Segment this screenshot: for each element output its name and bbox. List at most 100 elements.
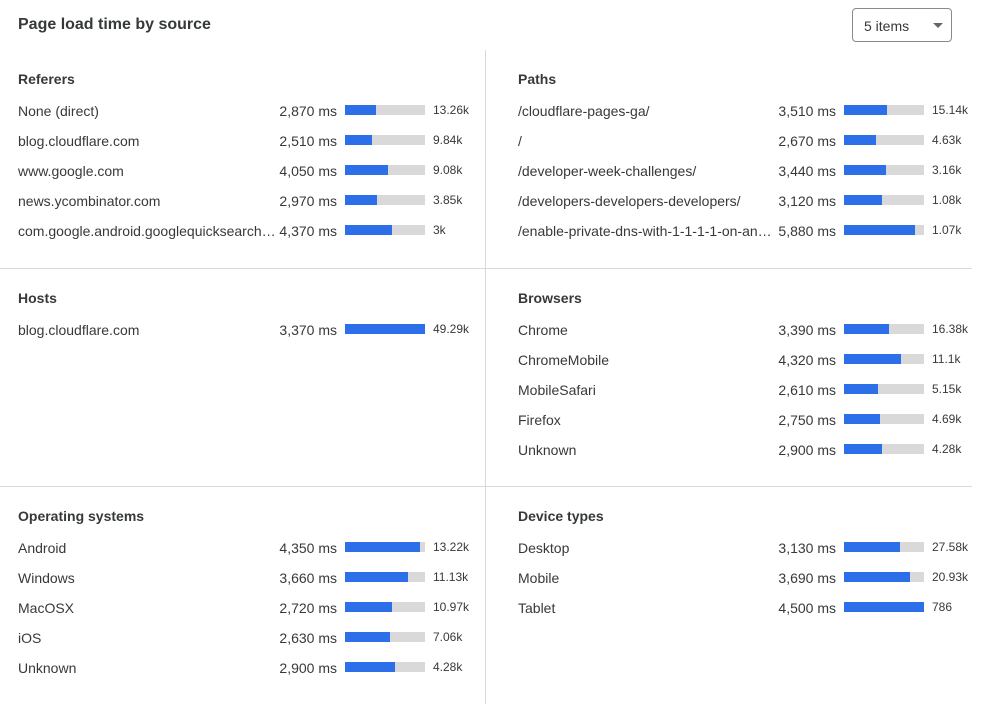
item-bar-fill bbox=[844, 195, 883, 205]
list-item[interactable]: blog.cloudflare.com 2,510 ms 9.84k bbox=[18, 131, 485, 161]
item-load-time: 2,970 ms bbox=[279, 193, 337, 209]
item-count: 1.07k bbox=[932, 223, 962, 237]
item-name: MacOSX bbox=[18, 600, 75, 616]
item-bar bbox=[844, 165, 924, 175]
item-bar-fill bbox=[844, 225, 916, 235]
list-item[interactable]: Chrome 3,390 ms 16.38k bbox=[518, 320, 972, 350]
list-item[interactable]: /developers-developers-developers/ 3,120… bbox=[518, 191, 972, 221]
item-bar bbox=[844, 324, 924, 334]
item-load-time: 4,050 ms bbox=[279, 163, 337, 179]
item-name: blog.cloudflare.com bbox=[18, 133, 140, 149]
item-bar-fill bbox=[844, 572, 910, 582]
panel-rows: Android 4,350 ms 13.22k Windows 3,660 ms… bbox=[18, 538, 485, 688]
item-name: www.google.com bbox=[18, 163, 124, 179]
item-name: com.google.android.googlequicksearchbox bbox=[18, 223, 276, 239]
list-item[interactable]: Unknown 2,900 ms 4.28k bbox=[518, 440, 972, 470]
panel-operating-systems: Operating systems Android 4,350 ms 13.22… bbox=[0, 486, 486, 704]
item-count: 15.14k bbox=[932, 103, 969, 117]
item-count: 7.06k bbox=[433, 630, 463, 644]
item-count: 16.38k bbox=[932, 322, 969, 336]
item-name: Android bbox=[18, 540, 67, 556]
list-item[interactable]: MobileSafari 2,610 ms 5.15k bbox=[518, 380, 972, 410]
item-bar bbox=[844, 354, 924, 364]
item-bar-fill bbox=[844, 602, 924, 612]
item-bar bbox=[844, 444, 924, 454]
list-item[interactable]: www.google.com 4,050 ms 9.08k bbox=[18, 161, 485, 191]
panel-device-types: Device types Desktop 3,130 ms 27.58k Mob… bbox=[486, 486, 972, 704]
panel-title: Hosts bbox=[18, 290, 57, 306]
item-count: 786 bbox=[932, 600, 953, 614]
list-item[interactable]: /developer-week-challenges/ 3,440 ms 3.1… bbox=[518, 161, 972, 191]
list-item[interactable]: iOS 2,630 ms 7.06k bbox=[18, 628, 485, 658]
list-item[interactable]: ChromeMobile 4,320 ms 11.1k bbox=[518, 350, 972, 380]
panel-rows: None (direct) 2,870 ms 13.26k blog.cloud… bbox=[18, 101, 485, 251]
item-load-time: 2,750 ms bbox=[778, 412, 836, 428]
item-load-time: 3,510 ms bbox=[778, 103, 836, 119]
item-count: 20.93k bbox=[932, 570, 969, 584]
item-bar-fill bbox=[345, 165, 389, 175]
item-bar-fill bbox=[345, 632, 390, 642]
item-count: 27.58k bbox=[932, 540, 969, 554]
item-bar-fill bbox=[844, 384, 879, 394]
item-count: 5.15k bbox=[932, 382, 962, 396]
item-count: 9.84k bbox=[433, 133, 463, 147]
item-load-time: 3,120 ms bbox=[778, 193, 836, 209]
item-load-time: 3,390 ms bbox=[778, 322, 836, 338]
panel-title: Referers bbox=[18, 71, 75, 87]
item-bar bbox=[345, 105, 425, 115]
item-bar-fill bbox=[345, 542, 421, 552]
panel-title: Device types bbox=[518, 508, 604, 524]
item-count: 11.13k bbox=[433, 570, 469, 584]
item-load-time: 3,690 ms bbox=[778, 570, 836, 586]
item-name: blog.cloudflare.com bbox=[18, 322, 140, 338]
panel-paths: Paths /cloudflare-pages-ga/ 3,510 ms 15.… bbox=[486, 50, 972, 268]
item-load-time: 4,350 ms bbox=[279, 540, 337, 556]
item-load-time: 4,320 ms bbox=[778, 352, 836, 368]
list-item[interactable]: None (direct) 2,870 ms 13.26k bbox=[18, 101, 485, 131]
list-item[interactable]: Firefox 2,750 ms 4.69k bbox=[518, 410, 972, 440]
list-item[interactable]: blog.cloudflare.com 3,370 ms 49.29k bbox=[18, 320, 485, 350]
list-item[interactable]: / 2,670 ms 4.63k bbox=[518, 131, 972, 161]
panel-title: Browsers bbox=[518, 290, 582, 306]
item-load-time: 2,900 ms bbox=[778, 442, 836, 458]
item-name: iOS bbox=[18, 630, 42, 646]
item-bar-fill bbox=[844, 324, 889, 334]
list-item[interactable]: Mobile 3,690 ms 20.93k bbox=[518, 568, 972, 598]
item-bar-fill bbox=[345, 602, 393, 612]
list-item[interactable]: com.google.android.googlequicksearchbox … bbox=[18, 221, 485, 251]
panel-hosts: Hosts blog.cloudflare.com 3,370 ms 49.29… bbox=[0, 268, 486, 486]
item-load-time: 2,630 ms bbox=[279, 630, 337, 646]
panel-rows: Desktop 3,130 ms 27.58k Mobile 3,690 ms … bbox=[518, 538, 972, 628]
item-name: /cloudflare-pages-ga/ bbox=[518, 103, 650, 119]
item-bar-fill bbox=[844, 105, 888, 115]
list-item[interactable]: /enable-private-dns-with-1-1-1-1-on-andr… bbox=[518, 221, 972, 251]
item-bar bbox=[345, 542, 425, 552]
item-bar bbox=[844, 572, 924, 582]
item-count: 4.28k bbox=[433, 660, 463, 674]
list-item[interactable]: /cloudflare-pages-ga/ 3,510 ms 15.14k bbox=[518, 101, 972, 131]
item-count: 13.26k bbox=[433, 103, 470, 117]
item-bar bbox=[844, 195, 924, 205]
item-load-time: 2,610 ms bbox=[778, 382, 836, 398]
panel-title: Operating systems bbox=[18, 508, 145, 524]
item-name: Desktop bbox=[518, 540, 570, 556]
list-item[interactable]: Windows 3,660 ms 11.13k bbox=[18, 568, 485, 598]
item-count: 11.1k bbox=[932, 352, 961, 366]
list-item[interactable]: Desktop 3,130 ms 27.58k bbox=[518, 538, 972, 568]
list-item[interactable]: MacOSX 2,720 ms 10.97k bbox=[18, 598, 485, 628]
item-bar bbox=[844, 542, 924, 552]
list-item[interactable]: Tablet 4,500 ms 786 bbox=[518, 598, 972, 628]
panel-rows: Chrome 3,390 ms 16.38k ChromeMobile 4,32… bbox=[518, 320, 972, 470]
list-item[interactable]: Android 4,350 ms 13.22k bbox=[18, 538, 485, 568]
item-count: 4.63k bbox=[932, 133, 962, 147]
item-bar bbox=[844, 105, 924, 115]
item-bar-fill bbox=[844, 165, 887, 175]
item-count: 3.85k bbox=[433, 193, 463, 207]
panel-referers: Referers None (direct) 2,870 ms 13.26k b… bbox=[0, 50, 486, 268]
items-count-select[interactable]: 5 items bbox=[852, 8, 952, 42]
list-item[interactable]: news.ycombinator.com 2,970 ms 3.85k bbox=[18, 191, 485, 221]
list-item[interactable]: Unknown 2,900 ms 4.28k bbox=[18, 658, 485, 688]
item-name: Chrome bbox=[518, 322, 568, 338]
item-name: Mobile bbox=[518, 570, 560, 586]
item-name: /developer-week-challenges/ bbox=[518, 163, 697, 179]
